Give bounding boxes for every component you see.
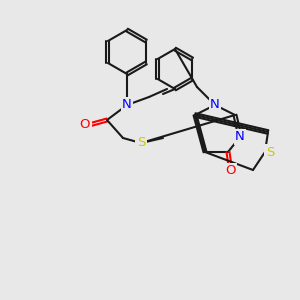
Text: N: N (235, 130, 245, 143)
Text: N: N (210, 98, 220, 112)
Text: O: O (225, 164, 235, 178)
Text: S: S (137, 136, 145, 149)
Text: S: S (266, 146, 274, 158)
Text: O: O (80, 118, 90, 131)
Text: N: N (122, 98, 132, 112)
